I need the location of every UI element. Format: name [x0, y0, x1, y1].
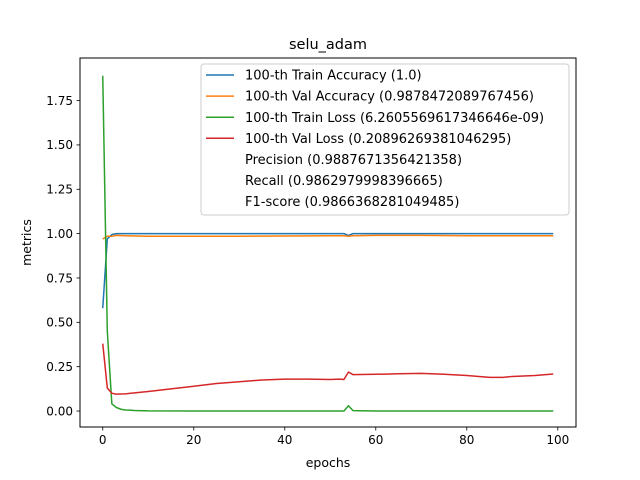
- y-tick-label: 0.00: [46, 404, 73, 418]
- axes-frame: [79, 57, 577, 428]
- y-tick-label: 1.00: [46, 227, 73, 241]
- legend-label: Recall (0.9862979998396665): [245, 174, 443, 189]
- series-line-3: [102, 75, 554, 412]
- chart-title: selu_adam: [289, 37, 367, 53]
- legend-box: [200, 63, 570, 216]
- y-tick-label: 0.25: [46, 360, 73, 374]
- series-line-1: [102, 232, 554, 309]
- x-tick-label: 80: [459, 433, 474, 447]
- legend-label: 100-th Val Accuracy (0.9878472089767456): [245, 90, 534, 105]
- x-tick-label: 40: [277, 433, 292, 447]
- y-tick-label: 0.75: [46, 271, 73, 285]
- legend-label: 100-th Train Loss (6.2605569617346646e-0…: [245, 111, 544, 126]
- legend-label: 100-th Train Accuracy (1.0): [245, 69, 422, 84]
- x-tick-label: 100: [546, 433, 569, 447]
- y-axis-label: metrics: [19, 219, 34, 266]
- y-tick-label: 1.75: [46, 94, 73, 108]
- x-tick-label: 60: [368, 433, 383, 447]
- series-line-4: [102, 343, 554, 395]
- series-line-2: [102, 234, 554, 240]
- x-tick-label: 20: [186, 433, 201, 447]
- legend-label: 100-th Val Loss (0.20896269381046295): [245, 132, 511, 147]
- y-axis: 0.00 0.25 0.50 0.75 1.00 1.25 1.50 1.75: [46, 94, 80, 418]
- legend-items: 100-th Train Accuracy (1.0) 100-th Val Ac…: [206, 69, 544, 210]
- legend-label: F1-score (0.9866368281049485): [245, 195, 459, 210]
- y-tick-label: 0.50: [46, 316, 73, 330]
- x-tick-label: 0: [99, 433, 107, 447]
- y-tick-label: 1.25: [46, 183, 73, 197]
- legend: 100-th Train Accuracy (1.0) 100-th Val Ac…: [200, 63, 570, 216]
- plot-area: [79, 57, 577, 428]
- series-layer: [102, 75, 554, 412]
- y-tick-label: 1.50: [46, 138, 73, 152]
- x-axis: 0 20 40 60 80 100: [99, 427, 569, 447]
- x-axis-label: epochs: [306, 455, 351, 470]
- legend-label: Precision (0.9887671356421358): [245, 153, 462, 168]
